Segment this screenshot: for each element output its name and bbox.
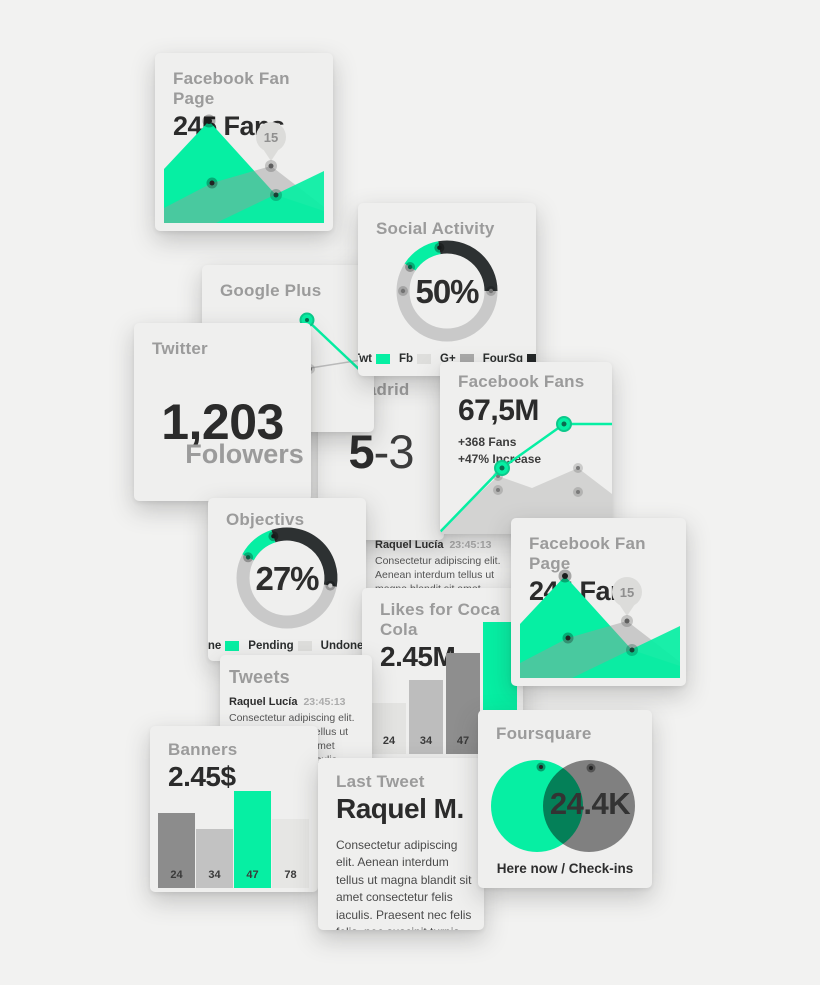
gray-area <box>440 468 612 534</box>
banners-title: Banners <box>168 740 238 759</box>
legend-swatch-light <box>297 641 312 651</box>
twitter-followers-label: Folowers <box>185 439 304 469</box>
donut-chart: 50% <box>396 240 498 342</box>
donut-green-segment <box>404 241 441 271</box>
donut-dark-segment <box>271 527 338 587</box>
card-facebook-fan-page-2[interactable]: Facebook Fan Page 245 Fans 15 <box>511 518 686 686</box>
legend-swatch-mid <box>459 354 474 364</box>
social-activity-title: Social Activity <box>376 219 495 238</box>
legend-swatch-light <box>417 354 432 364</box>
twitter-title: Twitter <box>152 339 208 358</box>
green-dots <box>494 416 572 476</box>
data-point-dots <box>202 114 282 201</box>
delta-fans: +368 Fans <box>458 435 517 449</box>
tweet-timestamp: 23:45:13 <box>303 696 346 708</box>
bar-3: 47 <box>446 653 480 754</box>
value-pin-icon: 15 <box>256 122 286 161</box>
twitter-followers-count: 1,203 <box>161 394 284 450</box>
legend-swatch-green <box>225 641 240 651</box>
green-area <box>520 576 680 678</box>
tweet-author: Raquel Lucía <box>375 539 444 551</box>
bar-chart: 24 34 47 78 <box>158 726 310 888</box>
bar-1: 24 <box>372 703 406 754</box>
card-banners[interactable]: Banners 2.45$ 24 34 47 78 <box>150 726 318 892</box>
tweets-title: Tweets <box>229 667 290 687</box>
donut-value: 50% <box>415 273 479 310</box>
score-home: 5 <box>348 425 375 478</box>
area-chart: 15 <box>164 114 324 223</box>
venn-diagram <box>491 760 635 852</box>
svg-text:15: 15 <box>620 585 634 600</box>
card-last-tweet[interactable]: Last Tweet Raquel M. Consectetur adipisc… <box>318 758 484 930</box>
likes-value: 2.45M <box>380 641 456 672</box>
green-line <box>306 319 364 374</box>
fb1-title: Facebook Fan Page <box>173 69 290 108</box>
last-tweet-body: Consectetur adipiscing elit. Aenean inte… <box>336 838 472 930</box>
donut-value: 27% <box>255 560 319 597</box>
foursquare-title: Foursquare <box>496 724 592 743</box>
card-facebook-fans[interactable]: Facebook Fans 67,5M +368 Fans +47% Incre… <box>440 362 612 534</box>
madrid-score: 5-3 <box>326 424 436 479</box>
fb2-title: Facebook Fan Page <box>529 534 646 573</box>
svg-text:15: 15 <box>264 130 278 145</box>
card-social-activity[interactable]: Social Activity 50% Twt Fb G+ FourSq <box>358 203 536 376</box>
card-foursquare[interactable]: Foursquare 24.4K Here now / Check-ins <box>478 710 652 888</box>
data-point-dots <box>558 569 638 656</box>
facebook-fans-title: Facebook Fans <box>458 372 585 391</box>
bar-2: 34 <box>409 680 443 754</box>
card-twitter[interactable]: Twitter 1,203 Folowers <box>134 323 311 501</box>
bar-chart: 24 34 47 78 <box>372 594 519 754</box>
facebook-fans-value: 67,5M <box>458 394 539 427</box>
line-area-chart <box>440 416 612 534</box>
donut-chart: 27% <box>236 527 338 629</box>
likes-title: Likes for Coca Cola <box>380 600 500 639</box>
bar-1: 24 <box>158 813 195 888</box>
bar-2: 34 <box>196 829 233 888</box>
green-area-right <box>216 171 324 223</box>
objectivs-title: Objectivs <box>226 510 305 529</box>
banners-value: 2.45$ <box>168 761 236 792</box>
card-likes-coca-cola[interactable]: Likes for Coca Cola 2.45M 24 34 47 78 <box>362 588 523 760</box>
last-tweet-title: Last Tweet <box>336 772 425 791</box>
score-away: -3 <box>373 425 415 478</box>
green-area-right <box>572 626 680 678</box>
donut-green-segment <box>242 530 276 561</box>
bar-4: 78 <box>272 819 309 888</box>
google-plus-title: Google Plus <box>220 281 322 300</box>
green-area <box>164 121 324 223</box>
card-objectivs[interactable]: Objectivs 27% Done Pending Undone <box>208 498 366 661</box>
area-chart: 15 <box>520 569 680 678</box>
last-tweet-author: Raquel M. <box>336 793 464 824</box>
legend-swatch-green <box>375 354 390 364</box>
green-trend-line <box>440 422 612 533</box>
legend-swatch-dark <box>526 354 536 364</box>
venn-gray-circle <box>543 760 635 852</box>
card-facebook-fan-page-1[interactable]: Facebook Fan Page 245 Fans 15 <box>155 53 333 231</box>
tweet-timestamp: 23:45:13 <box>449 539 492 551</box>
objectivs-legend: Done Pending Undone <box>208 640 366 652</box>
donut-dark-segment <box>438 240 498 292</box>
foursquare-value: 24.4K <box>549 786 631 821</box>
foursquare-caption: Here now / Check-ins <box>496 861 634 876</box>
bar-3-green: 47 <box>234 791 271 888</box>
tweet-author: Raquel Lucía <box>229 696 298 708</box>
value-pin-icon: 15 <box>612 577 642 616</box>
